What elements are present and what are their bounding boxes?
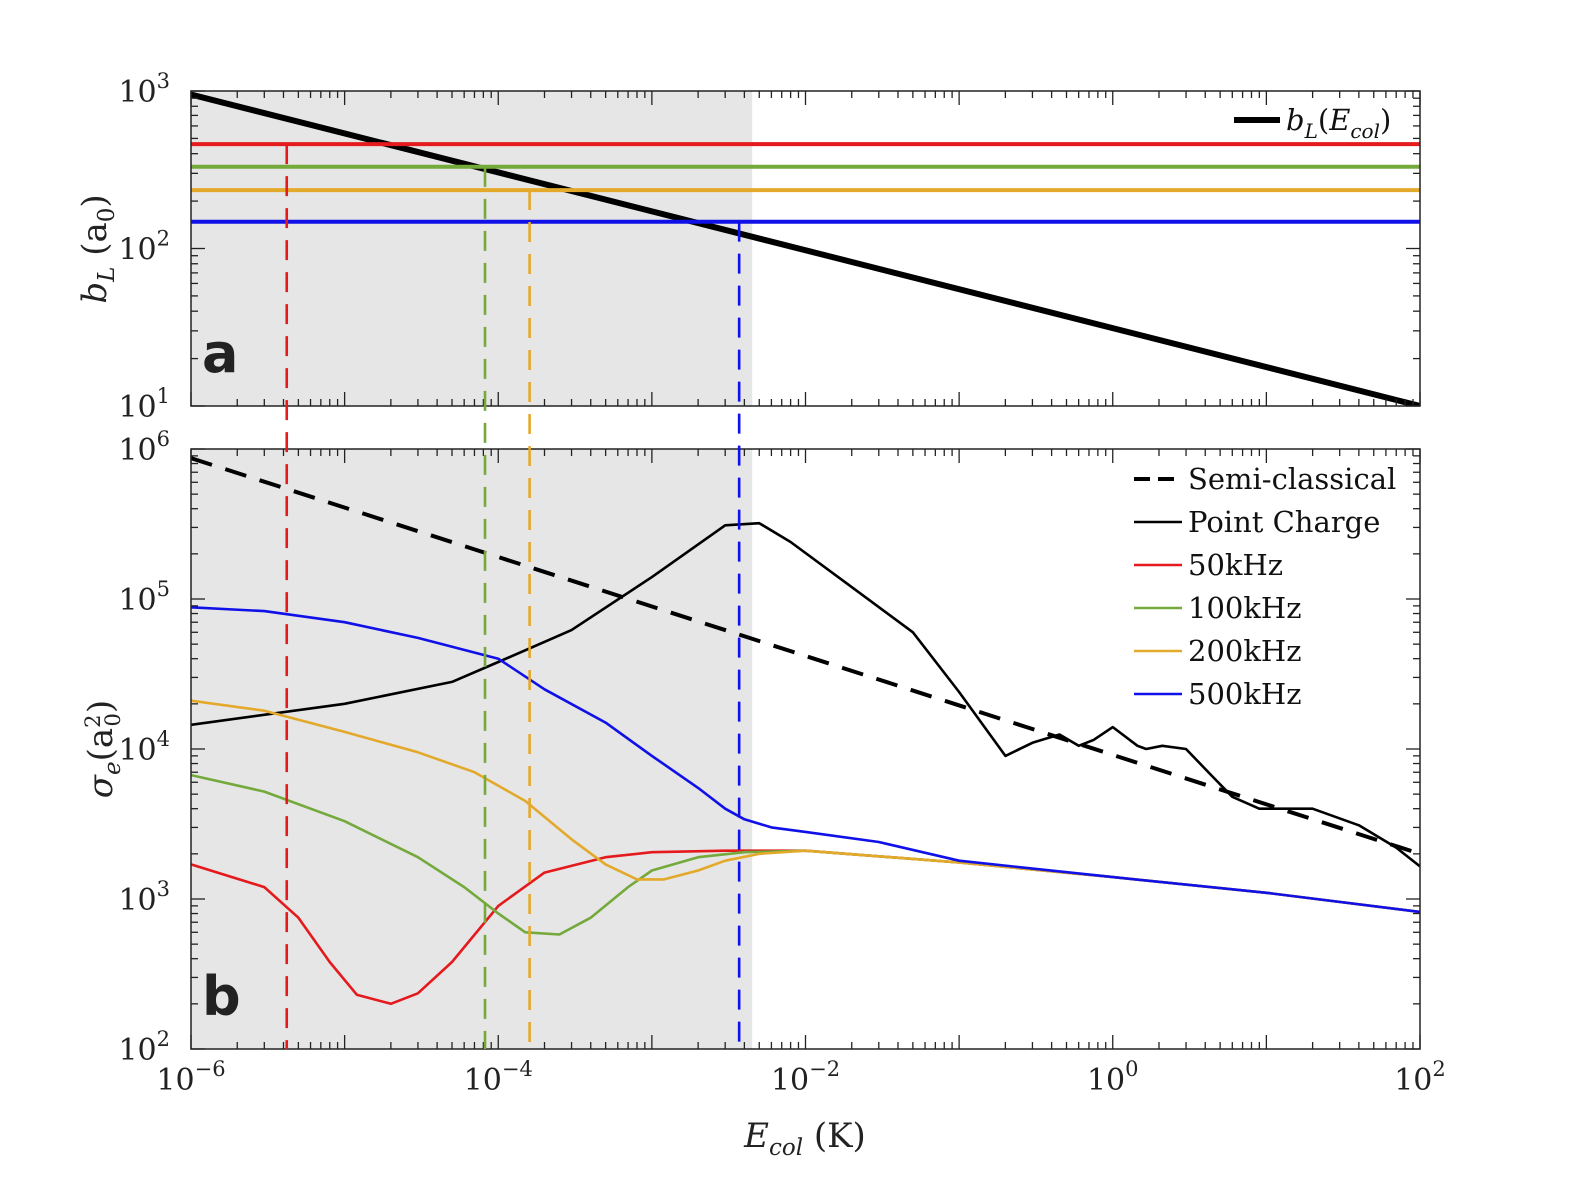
panel-b-ytick-label: 104 [118, 727, 170, 768]
panel-b: 102 103 104 105 106 10−6 10−4 10−2 100 102 σe(a2… [81, 427, 1446, 1161]
legend-label-point-charge: Point Charge [1188, 505, 1380, 539]
legend-label-100khz: 100kHz [1188, 591, 1302, 625]
panel-a-frame [190, 90, 1421, 407]
panel-b-xtick-label: 10−6 [156, 1057, 225, 1098]
panel-b-legend: Semi-classical Point Charge 50kHz 100kHz 200… [1134, 462, 1396, 711]
legend-label-500khz: 500kHz [1188, 677, 1302, 711]
panel-a-shaded-region [191, 91, 753, 406]
cutoff-markers [285, 144, 741, 1049]
panel-b-y-axis-title: σe(a20) [81, 700, 126, 798]
panel-b-series-point-charge [191, 521, 1420, 868]
legend-label-semi-classical: Semi-classical [1188, 462, 1396, 496]
panel-b-xtick-label: 100 [1087, 1057, 1139, 1098]
panel-a-ytick-label: 103 [118, 69, 170, 110]
panel-a-ytick-label: 102 [118, 227, 170, 268]
panel-b-ytick-label: 103 [118, 877, 170, 918]
legend-label-bl: bL(Ecol) [1286, 103, 1391, 143]
panel-b-xtick-label: 102 [1394, 1057, 1446, 1098]
panel-b-series-200khz [191, 699, 1420, 914]
panel-b-ytick-label: 105 [118, 577, 170, 618]
panel-b-shaded-region [191, 449, 753, 1049]
panel-a-legend: bL(Ecol) [1234, 103, 1391, 143]
panel-a-y-axis-title: bL (a0) [75, 194, 120, 303]
panel-b-label: b [202, 965, 241, 1028]
panel-b-frame [190, 448, 1421, 1050]
panel-b-series-500khz [191, 606, 1420, 914]
legend-label-200khz: 200kHz [1188, 634, 1302, 668]
panel-b-xtick-label: 10−4 [464, 1057, 533, 1098]
panel-a-label: a [202, 322, 238, 385]
panel-b-x-axis-title: Ecol (K) [743, 1116, 866, 1161]
panel-b-ytick-label: 106 [118, 427, 170, 468]
panel-a: 101 102 103 bL (a0) a bL(Ecol) [75, 69, 1421, 425]
panel-a-series-b-l-e-col- [191, 91, 1420, 406]
panel-a-ytick-label: 101 [118, 384, 170, 425]
panel-b-xtick-label: 10−2 [771, 1057, 840, 1098]
legend-label-50khz: 50kHz [1188, 548, 1283, 582]
panel-b-ytick-label: 102 [118, 1027, 170, 1068]
